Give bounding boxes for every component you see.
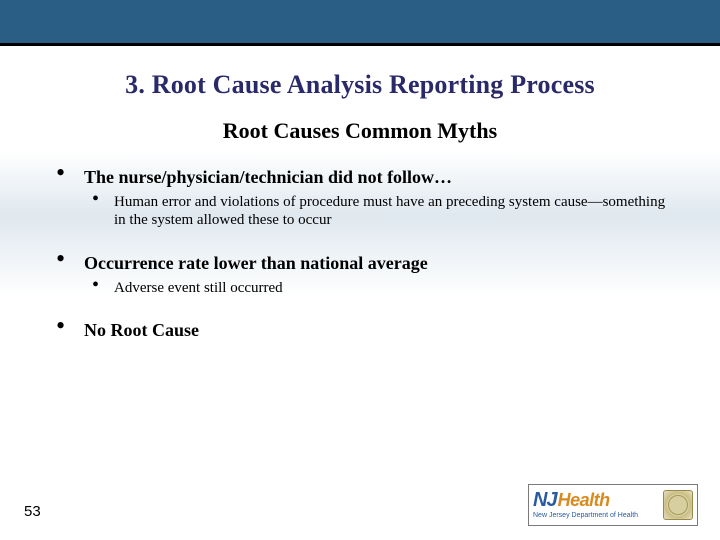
sub-bullet-text: Human error and violations of procedure …: [114, 193, 670, 231]
logo-health-text: Health: [558, 490, 610, 510]
top-bar: [0, 0, 720, 46]
page-number: 53: [24, 503, 41, 520]
logo-main-line: NJHealth: [533, 491, 638, 510]
state-seal-icon: [663, 490, 693, 520]
bullet-item: • Occurrence rate lower than national av…: [84, 252, 680, 297]
logo-subtitle: New Jersey Department of Health: [533, 512, 638, 519]
bullet-text: Occurrence rate lower than national aver…: [84, 252, 680, 275]
bullet-item: • No Root Cause: [84, 319, 680, 342]
sub-bullet-text: Adverse event still occurred: [114, 279, 670, 298]
bullet-marker: •: [92, 189, 99, 209]
logo-text-block: NJHealth New Jersey Department of Health: [533, 491, 638, 519]
slide: 3. Root Cause Analysis Reporting Process…: [0, 0, 720, 540]
bullet-text: No Root Cause: [84, 319, 680, 342]
bullet-marker: •: [92, 275, 99, 295]
bullet-marker: •: [56, 160, 65, 186]
bullet-content: • The nurse/physician/technician did not…: [0, 166, 720, 342]
slide-subtitle: Root Causes Common Myths: [0, 118, 720, 144]
sub-bullet-item: • Adverse event still occurred: [114, 279, 680, 298]
bullet-text: The nurse/physician/technician did not f…: [84, 166, 680, 189]
bullet-item: • The nurse/physician/technician did not…: [84, 166, 680, 230]
sub-bullet-item: • Human error and violations of procedur…: [114, 193, 680, 231]
slide-title: 3. Root Cause Analysis Reporting Process: [0, 70, 720, 100]
bullet-marker: •: [56, 246, 65, 272]
nj-health-logo: NJHealth New Jersey Department of Health: [528, 484, 698, 526]
bullet-marker: •: [56, 313, 65, 339]
logo-nj-text: NJ: [533, 489, 557, 511]
